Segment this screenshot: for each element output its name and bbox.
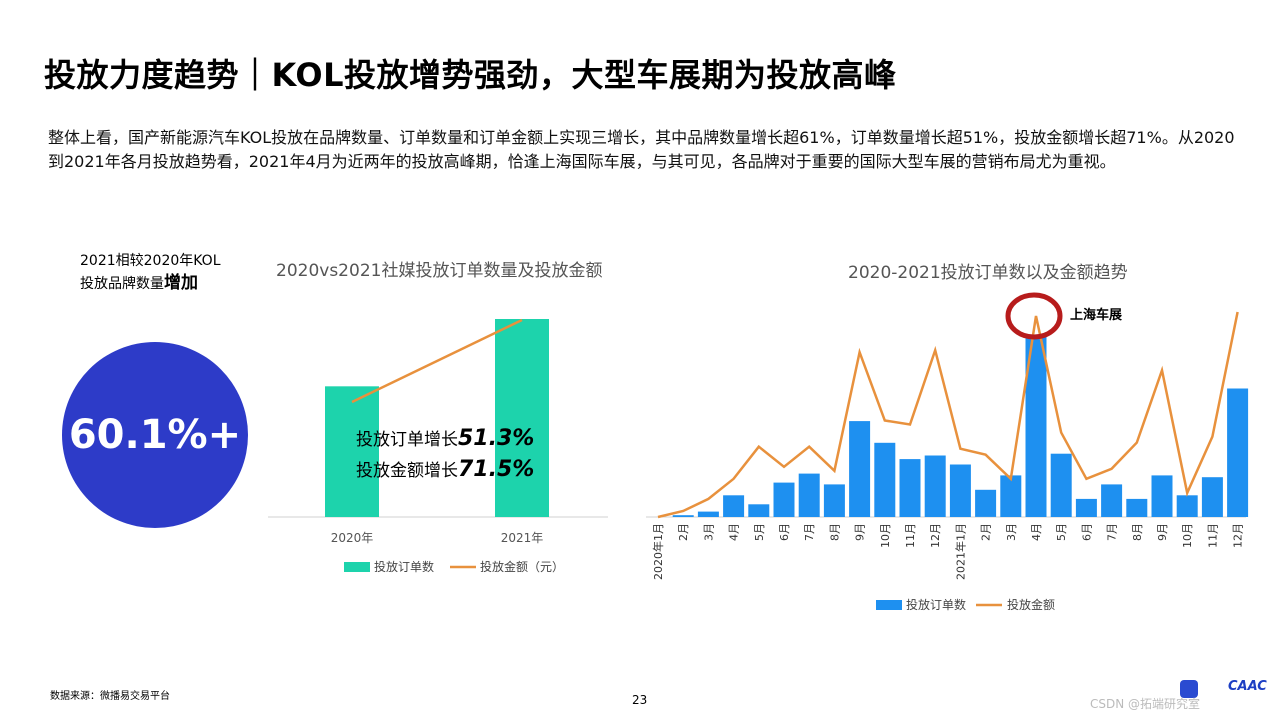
chart1-bar-2020 bbox=[325, 386, 379, 517]
chart1-svg: 2020年 2021年 投放订单增长51.3% 投放金额增长71.5% 投放订单… bbox=[268, 318, 608, 574]
chart2-tick-label: 3月 bbox=[1005, 523, 1018, 541]
chart1-amount-line bbox=[351, 318, 523, 404]
shanghai-autoshow-label: 上海车展 bbox=[1070, 307, 1123, 323]
kpi-label-emphasis: 增加 bbox=[164, 273, 198, 293]
chart2-bar bbox=[1227, 388, 1249, 517]
chart2-tick-label: 10月 bbox=[1181, 523, 1194, 548]
slide-title: 投放力度趋势｜KOL投放增势强劲，大型车展期为投放高峰 bbox=[44, 56, 897, 94]
shanghai-autoshow-ring bbox=[1005, 292, 1063, 340]
chart2-tick-label: 2021年1月 bbox=[953, 523, 967, 580]
page-number: 23 bbox=[632, 693, 648, 707]
chart1-legend-orders: 投放订单数 bbox=[374, 559, 434, 574]
chart1-annotation-order: 投放订单增长51.3% bbox=[356, 426, 534, 451]
chart2-tick-label: 5月 bbox=[1055, 523, 1068, 541]
chart2-tick-label: 11月 bbox=[904, 523, 917, 548]
kpi-label-line2: 投放品牌数量增加 bbox=[80, 272, 280, 295]
brand-logo-icon bbox=[1180, 680, 1198, 698]
chart2-tick-label: 7月 bbox=[1106, 523, 1119, 541]
chart2-tick-label: 8月 bbox=[828, 523, 841, 541]
chart2-tick-label: 9月 bbox=[1156, 523, 1169, 541]
chart2-tick-label: 6月 bbox=[1080, 523, 1093, 541]
chart2-tick-label: 4月 bbox=[728, 523, 741, 541]
chart2-bar bbox=[823, 484, 845, 517]
chart2-bar bbox=[1101, 484, 1123, 517]
chart2-tick-label: 2月 bbox=[677, 523, 690, 541]
chart2-bar bbox=[1126, 498, 1148, 517]
chart2-tick-label: 6月 bbox=[778, 523, 791, 541]
chart2-bar bbox=[697, 511, 719, 517]
chart2-tick-label: 12月 bbox=[929, 523, 942, 548]
chart2-tick-label: 4月 bbox=[1030, 523, 1043, 541]
chart2-bar bbox=[1000, 475, 1022, 517]
chart2-tick-label: 3月 bbox=[702, 523, 715, 541]
kpi-circle: 60.1%+ bbox=[62, 342, 248, 528]
chart2-svg: 2020年1月 2月 3月 4月 5月 6月 7月 8月 9月 10月 11月 12月 2021年1月 2… bbox=[646, 292, 1249, 612]
chart2-tick-label: 12月 bbox=[1232, 523, 1245, 548]
chart2-bar bbox=[949, 464, 971, 517]
chart2-bar bbox=[874, 442, 896, 517]
chart2-bar bbox=[1201, 477, 1223, 517]
chart1-annotation-amount: 投放金额增长71.5% bbox=[356, 457, 534, 482]
kpi-label-line1: 2021相较2020年KOL bbox=[80, 253, 221, 269]
chart2-bar bbox=[748, 504, 770, 517]
summary-paragraph: 整体上看，国产新能源汽车KOL投放在品牌数量、订单数量和订单金额上实现三增长，其… bbox=[48, 128, 1235, 171]
chart2-tick-label: 2月 bbox=[980, 523, 993, 541]
chart2-bar bbox=[924, 455, 946, 517]
chart2-title: 2020-2021投放订单数以及金额趋势 bbox=[848, 263, 1128, 283]
chart2-bar bbox=[1075, 498, 1097, 517]
chart1-bar-2021 bbox=[495, 319, 549, 517]
chart2-tick-label: 2020年1月 bbox=[651, 523, 665, 580]
chart1-category-label: 2021年 bbox=[501, 531, 544, 545]
chart2-legend-swatch-orders bbox=[876, 600, 902, 610]
chart2-tick-label: 11月 bbox=[1206, 523, 1219, 548]
chart2-tick-label: 10月 bbox=[879, 523, 892, 548]
chart2-legend-orders: 投放订单数 bbox=[906, 597, 966, 612]
chart2-bar bbox=[1025, 336, 1047, 517]
chart2-legend-amount: 投放金额 bbox=[1007, 597, 1055, 612]
caac-logo: CAAC bbox=[1228, 679, 1267, 694]
chart1-title: 2020vs2021社媒投放订单数量及投放金额 bbox=[276, 261, 603, 281]
chart2-bar bbox=[849, 421, 871, 517]
chart1-legend-swatch-orders bbox=[344, 562, 370, 572]
chart2-tick-label: 5月 bbox=[753, 523, 766, 541]
chart2-bar bbox=[1050, 453, 1072, 517]
data-source-note: 数据来源：微播易交易平台 bbox=[50, 691, 170, 702]
kpi-label-text: 投放品牌数量 bbox=[80, 276, 164, 292]
chart2-tick-label: 9月 bbox=[854, 523, 867, 541]
chart2-amount-line bbox=[657, 311, 1239, 519]
kpi-value: 60.1%+ bbox=[68, 412, 242, 458]
chart2-tick-label: 8月 bbox=[1131, 523, 1144, 541]
chart2-bar bbox=[672, 515, 694, 517]
chart2-bar bbox=[1151, 475, 1173, 517]
chart1-category-label: 2020年 bbox=[331, 531, 374, 545]
chart2-bar bbox=[798, 473, 820, 517]
chart2-bar bbox=[723, 495, 745, 517]
kpi-label: 2021相较2020年KOL 投放品牌数量增加 bbox=[80, 250, 280, 295]
chart2-bar bbox=[1176, 495, 1198, 517]
chart2-bar bbox=[773, 482, 795, 517]
chart2-bar bbox=[899, 459, 921, 517]
chart2-tick-label: 7月 bbox=[803, 523, 816, 541]
corner-watermark: CSDN @拓端研究室 bbox=[1090, 697, 1201, 711]
chart1-legend-amount: 投放金额（元） bbox=[480, 559, 564, 574]
chart2-bar bbox=[975, 489, 997, 517]
